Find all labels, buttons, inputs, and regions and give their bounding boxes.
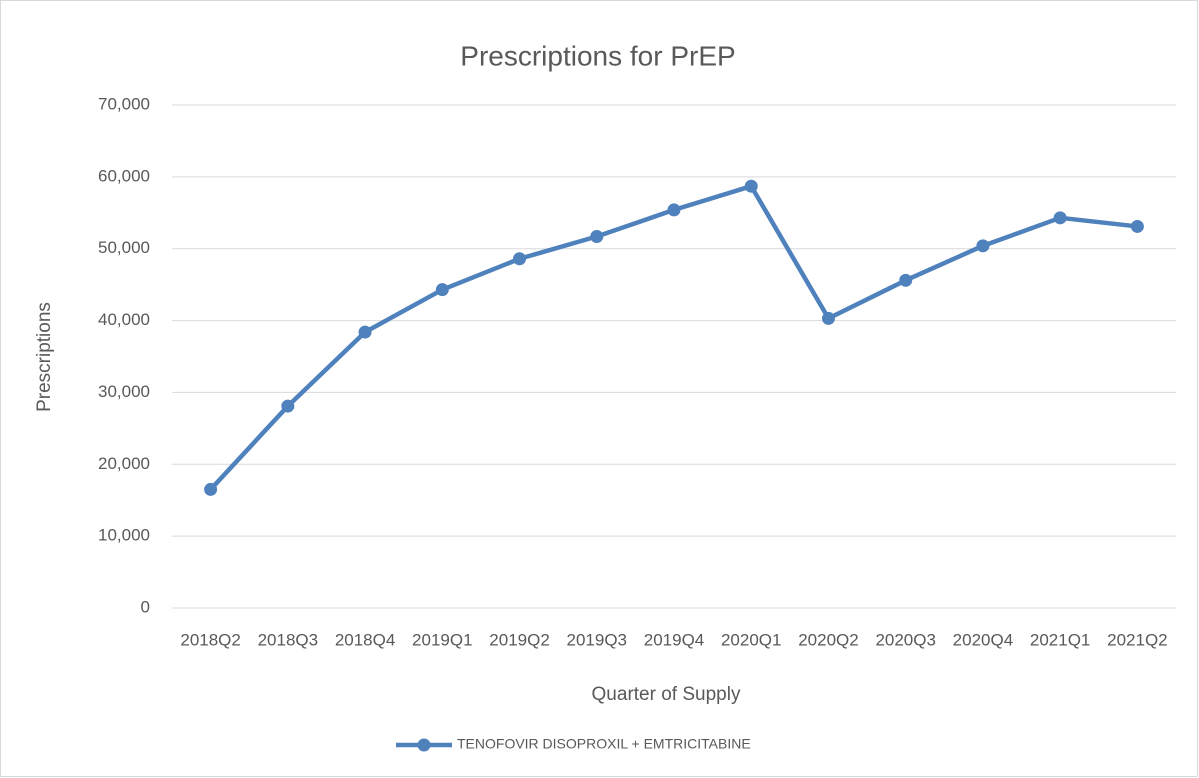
x-tick-label: 2018Q2 bbox=[180, 630, 241, 649]
data-point bbox=[1130, 219, 1144, 233]
y-axis-label: Prescriptions bbox=[34, 302, 55, 412]
legend-label: TENOFOVIR DISOPROXIL + EMTRICITABINE bbox=[457, 736, 751, 752]
x-tick-label: 2019Q3 bbox=[567, 630, 628, 649]
data-point bbox=[899, 273, 913, 287]
data-point bbox=[204, 482, 218, 496]
x-tick-label: 2020Q3 bbox=[875, 630, 936, 649]
x-tick-label: 2020Q4 bbox=[953, 630, 1014, 649]
x-tick-label: 2020Q2 bbox=[798, 630, 859, 649]
y-tick-label: 60,000 bbox=[98, 166, 150, 185]
data-point bbox=[976, 239, 990, 253]
y-tick-label: 70,000 bbox=[98, 94, 150, 113]
data-point bbox=[744, 179, 758, 193]
y-tick-label: 50,000 bbox=[98, 238, 150, 257]
data-point bbox=[1053, 211, 1067, 225]
y-tick-label: 10,000 bbox=[98, 526, 150, 545]
legend-marker bbox=[417, 738, 431, 752]
x-tick-label: 2018Q4 bbox=[335, 630, 396, 649]
data-point bbox=[667, 203, 681, 217]
chart-title: Prescriptions for PrEP bbox=[460, 40, 735, 71]
x-tick-label: 2018Q3 bbox=[258, 630, 319, 649]
x-tick-label: 2020Q1 bbox=[721, 630, 782, 649]
y-tick-label: 0 bbox=[141, 597, 150, 616]
y-tick-label: 30,000 bbox=[98, 382, 150, 401]
data-point bbox=[590, 229, 604, 243]
y-tick-label: 20,000 bbox=[98, 454, 150, 473]
data-point bbox=[821, 311, 835, 325]
x-tick-label: 2021Q2 bbox=[1107, 630, 1168, 649]
x-tick-label: 2019Q4 bbox=[644, 630, 705, 649]
data-point bbox=[513, 252, 527, 266]
y-tick-label: 40,000 bbox=[98, 310, 150, 329]
x-tick-label: 2021Q1 bbox=[1030, 630, 1091, 649]
x-tick-label: 2019Q2 bbox=[489, 630, 550, 649]
data-point bbox=[358, 325, 372, 339]
x-tick-label: 2019Q1 bbox=[412, 630, 473, 649]
data-point bbox=[281, 399, 295, 413]
data-point bbox=[435, 283, 449, 297]
x-axis-label: Quarter of Supply bbox=[592, 684, 741, 705]
